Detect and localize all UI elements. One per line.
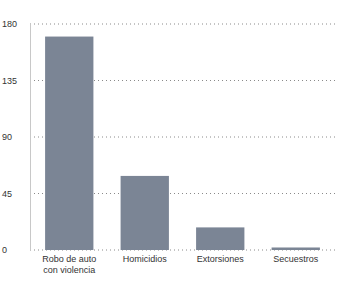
x-tick: Robo de autocon violencia — [42, 250, 96, 275]
x-tick-label-line: Secuestros — [273, 254, 319, 264]
bars — [45, 37, 320, 250]
bar — [196, 227, 244, 250]
grid — [30, 24, 335, 250]
bar — [272, 247, 320, 250]
y-tick: 0 — [2, 245, 30, 255]
x-tick-label-line: Homicidios — [123, 254, 168, 264]
x-tick-label: Extorsiones — [197, 254, 245, 264]
plot: 0 45 90 135 180 Robo de autocon violencia Homi… — [2, 19, 336, 275]
x-tick-label: Secuestros — [273, 254, 319, 264]
y-tick: 135 — [2, 76, 30, 86]
y-tick: 90 — [2, 132, 30, 142]
x-tick: Homicidios — [123, 250, 168, 264]
x-tick-label: Homicidios — [123, 254, 168, 264]
y-tick-label: 90 — [2, 132, 12, 142]
y-tick-label: 180 — [2, 19, 17, 29]
y-axis-line — [30, 25, 31, 251]
y-tick-label: 135 — [2, 76, 17, 86]
bar — [45, 37, 93, 250]
y-tick: 45 — [2, 189, 30, 199]
y-tick-label: 0 — [2, 245, 7, 255]
x-tick-label-line: Robo de auto — [42, 254, 96, 264]
x-tick: Extorsiones — [197, 250, 245, 264]
x-tick: Secuestros — [273, 250, 319, 264]
y-tick: 180 — [2, 19, 30, 29]
y-tick-label: 45 — [2, 189, 12, 199]
grid-line — [30, 24, 335, 25]
bar — [121, 176, 169, 250]
chart: 0 45 90 135 180 Robo de autocon violencia Homi… — [0, 0, 340, 292]
x-tick-label-line: con violencia — [43, 265, 95, 275]
y-axis: 0 45 90 135 180 — [2, 19, 31, 255]
x-tick-label-line: Extorsiones — [197, 254, 245, 264]
x-tick-label: Robo de autocon violencia — [42, 254, 96, 275]
x-axis: Robo de autocon violencia Homicidios Extor… — [31, 250, 336, 275]
x-axis-line — [31, 250, 336, 251]
